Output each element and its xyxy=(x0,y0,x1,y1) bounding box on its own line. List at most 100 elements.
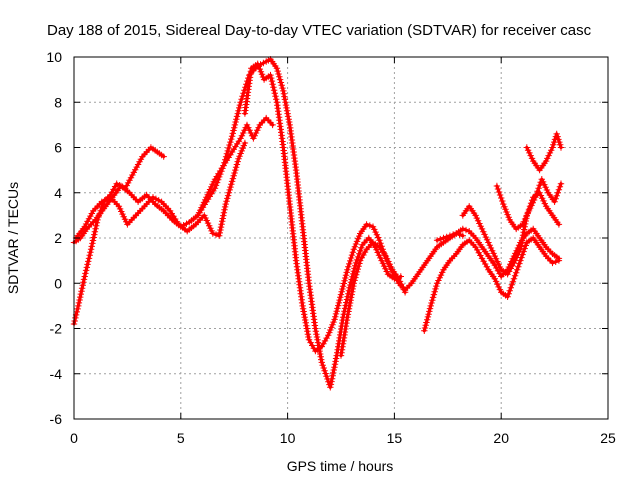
x-tick-label: 15 xyxy=(387,430,403,446)
data-point-marker xyxy=(269,81,276,88)
data-point-marker xyxy=(88,243,95,250)
data-point-marker xyxy=(231,169,238,177)
data-point-marker xyxy=(483,263,490,270)
data-point-marker xyxy=(235,107,242,114)
data-point-marker xyxy=(240,129,247,137)
y-tick-label: -6 xyxy=(50,411,63,427)
data-point-marker xyxy=(476,220,483,227)
data-point-marker xyxy=(252,129,260,137)
data-point-marker xyxy=(507,284,514,291)
data-point-marker xyxy=(440,234,447,242)
data-point-marker xyxy=(526,149,533,157)
data-point-marker xyxy=(217,226,224,234)
data-point-marker xyxy=(96,210,103,218)
data-point-marker xyxy=(555,255,563,262)
data-point-marker xyxy=(549,259,556,267)
data-point-marker xyxy=(538,176,545,183)
data-point-marker xyxy=(519,221,526,228)
data-point-marker xyxy=(372,228,379,236)
data-point-marker xyxy=(382,252,390,260)
data-point-marker xyxy=(260,59,267,67)
data-point-marker xyxy=(537,192,545,199)
data-point-marker xyxy=(95,213,102,221)
data-point-marker xyxy=(496,270,503,277)
data-point-marker xyxy=(371,226,378,233)
data-point-marker xyxy=(241,139,249,147)
data-point-marker xyxy=(382,265,389,272)
data-point-marker xyxy=(346,260,353,268)
data-point-marker xyxy=(425,311,432,318)
data-point-marker xyxy=(305,336,313,343)
data-point-marker xyxy=(553,130,560,138)
data-point-marker xyxy=(251,132,258,139)
data-point-marker xyxy=(298,299,306,307)
data-point-marker xyxy=(491,261,498,269)
series-group xyxy=(70,144,167,328)
data-point-marker xyxy=(517,246,524,253)
data-point-marker xyxy=(387,263,395,271)
data-point-marker xyxy=(209,230,216,237)
data-point-marker xyxy=(401,289,409,296)
data-point-marker xyxy=(489,247,496,254)
data-point-marker xyxy=(504,271,511,278)
data-point-marker xyxy=(502,206,509,213)
data-point-marker xyxy=(231,124,238,131)
data-point-marker xyxy=(528,202,535,209)
data-point-marker xyxy=(220,209,228,216)
data-point-marker xyxy=(280,87,287,95)
data-point-marker xyxy=(236,104,243,112)
data-point-marker xyxy=(233,161,241,168)
data-point-marker xyxy=(78,288,85,295)
data-point-marker xyxy=(433,280,441,287)
data-point-marker xyxy=(221,203,229,211)
data-point-marker xyxy=(130,169,137,176)
data-point-marker xyxy=(374,249,381,256)
y-tick-label: 4 xyxy=(54,185,62,201)
data-point-marker xyxy=(504,293,511,300)
data-point-marker xyxy=(340,280,347,287)
data-point-marker xyxy=(485,239,492,246)
data-point-marker xyxy=(268,74,275,82)
data-point-marker xyxy=(366,222,373,229)
data-point-marker xyxy=(219,215,226,222)
data-point-marker xyxy=(75,299,83,307)
data-point-marker xyxy=(322,370,329,377)
data-point-marker xyxy=(216,229,223,237)
data-point-marker xyxy=(536,182,543,189)
data-point-marker xyxy=(477,223,484,230)
data-point-marker xyxy=(127,174,135,181)
data-point-marker xyxy=(521,245,528,252)
data-point-marker xyxy=(424,313,432,321)
data-point-marker xyxy=(513,254,520,261)
data-point-marker xyxy=(333,308,340,315)
data-point-marker xyxy=(437,235,444,243)
data-point-marker xyxy=(216,232,223,239)
data-point-marker xyxy=(183,220,190,227)
data-point-marker xyxy=(255,124,262,131)
data-point-marker xyxy=(430,291,438,298)
data-point-marker xyxy=(230,127,237,134)
data-point-marker xyxy=(299,305,307,312)
data-point-marker xyxy=(433,282,440,290)
data-point-marker xyxy=(522,242,529,249)
series-group xyxy=(194,114,276,219)
series-layer xyxy=(70,56,565,391)
data-point-marker xyxy=(436,274,443,281)
data-point-marker xyxy=(330,366,337,374)
data-point-marker xyxy=(274,67,281,75)
data-point-marker xyxy=(321,367,328,374)
data-point-marker xyxy=(496,263,504,271)
data-point-marker xyxy=(116,182,123,189)
data-point-marker xyxy=(232,118,239,126)
data-point-marker xyxy=(509,278,517,285)
data-point-marker xyxy=(239,145,246,152)
data-point-marker xyxy=(276,76,284,83)
data-point-marker xyxy=(224,195,231,202)
data-point-marker xyxy=(543,186,551,194)
data-point-marker xyxy=(241,87,248,94)
data-point-marker xyxy=(236,101,244,109)
data-point-marker xyxy=(271,90,278,97)
data-point-marker xyxy=(279,84,286,92)
x-tick-label: 0 xyxy=(70,430,78,446)
